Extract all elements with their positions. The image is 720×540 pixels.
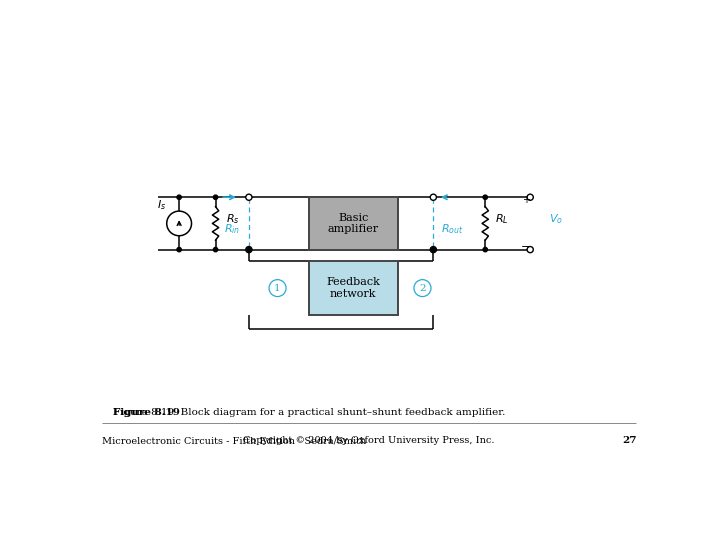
- Text: 27: 27: [622, 436, 636, 445]
- Text: Figure 8.19  Block diagram for a practical shunt–shunt feedback amplifier.: Figure 8.19 Block diagram for a practica…: [113, 408, 505, 417]
- Text: Figure 8.19: Figure 8.19: [113, 408, 184, 417]
- Text: $R_L$: $R_L$: [495, 213, 509, 226]
- Circle shape: [483, 195, 487, 199]
- Circle shape: [246, 194, 252, 200]
- Circle shape: [431, 247, 436, 253]
- Text: $R_s$: $R_s$: [226, 213, 240, 226]
- Circle shape: [431, 194, 436, 200]
- Text: $I_s$: $I_s$: [158, 198, 166, 212]
- Circle shape: [246, 247, 252, 253]
- Circle shape: [527, 247, 534, 253]
- Text: Microelectronic Circuits - Fifth Edition   Sedra/Smith: Microelectronic Circuits - Fifth Edition…: [102, 436, 366, 445]
- Text: +: +: [521, 195, 529, 205]
- Circle shape: [167, 211, 192, 236]
- Text: −: −: [521, 241, 530, 252]
- Text: Basic
amplifier: Basic amplifier: [328, 213, 379, 234]
- Circle shape: [247, 247, 251, 252]
- Text: $R_{out}$: $R_{out}$: [441, 222, 464, 237]
- Text: Feedback
network: Feedback network: [326, 278, 380, 299]
- Bar: [309, 197, 397, 249]
- Text: $R_{in}$: $R_{in}$: [224, 222, 240, 237]
- Circle shape: [213, 247, 217, 252]
- Text: $V_o$: $V_o$: [549, 213, 563, 226]
- Circle shape: [177, 247, 181, 252]
- Circle shape: [483, 247, 487, 252]
- Circle shape: [414, 280, 431, 296]
- Circle shape: [269, 280, 286, 296]
- Circle shape: [527, 194, 534, 200]
- Text: Copyright © 2004 by Oxford University Press, Inc.: Copyright © 2004 by Oxford University Pr…: [243, 436, 495, 445]
- Text: 2: 2: [419, 284, 426, 293]
- Bar: [309, 261, 397, 315]
- Circle shape: [431, 247, 436, 252]
- Circle shape: [213, 195, 217, 199]
- Text: 1: 1: [274, 284, 281, 293]
- Circle shape: [177, 195, 181, 199]
